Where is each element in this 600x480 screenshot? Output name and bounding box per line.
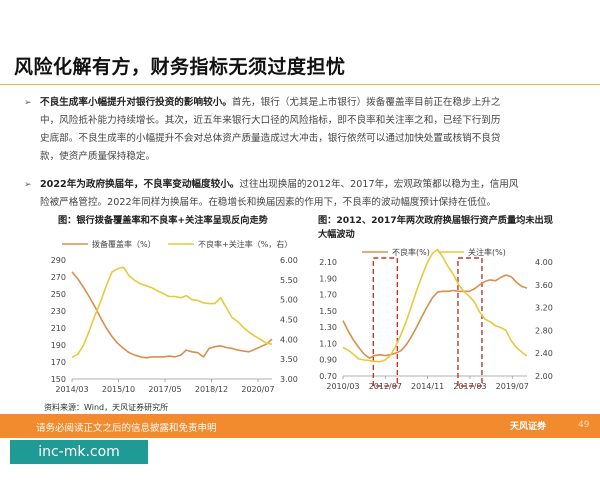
y-right-tick-label: 3.60 bbox=[535, 281, 553, 290]
x-tick-label: 2018/12 bbox=[195, 385, 228, 394]
highlight-box bbox=[457, 257, 483, 387]
y-right-tick-label: 2.00 bbox=[535, 372, 553, 381]
series-line-2 bbox=[71, 266, 273, 358]
bullet-paragraph-2: ➢ 2022年为政府换届年，不良率变动幅度较小。过往出现换届的2012年、201… bbox=[24, 176, 560, 212]
y-left-tick-label: 1.30 bbox=[319, 323, 337, 332]
y-right-tick-label: 4.00 bbox=[535, 258, 553, 267]
y-left-tick-label: 1.10 bbox=[319, 339, 337, 348]
y-right-tick-label: 2.40 bbox=[535, 349, 553, 358]
source-note: 资料来源：Wind，天风证券研究所 bbox=[44, 403, 169, 412]
watermark-badge: inc-mk.com bbox=[10, 440, 148, 464]
y-right-tick-label: 2.80 bbox=[535, 326, 553, 335]
y-right-tick-label: 3.20 bbox=[535, 304, 553, 313]
y-left-tick-label: 270 bbox=[51, 273, 66, 282]
x-tick-label: 2014/11 bbox=[411, 382, 444, 391]
legend-label: 拨备覆盖率（%） bbox=[92, 239, 156, 249]
footer-bar: 请务必阅读正文之后的信息披露和免责申明 天风证券 49 bbox=[0, 414, 600, 438]
legend-label: 关注率(%) bbox=[468, 247, 506, 257]
x-tick-label: 2015/10 bbox=[102, 385, 135, 394]
footer-disclaimer: 请务必阅读正文之后的信息披露和免责申明 bbox=[36, 423, 217, 434]
bullet-line: 过往出现换届的2012年、2017年，宏观政策都以稳为主，信用风 bbox=[239, 179, 519, 190]
x-tick-label: 2017/05 bbox=[148, 385, 181, 394]
chart-1: 150 170 190 210 230 250 270 290 3.00 3.50 4.00 4.50… bbox=[51, 239, 298, 394]
x-tick-label: 2010/03 bbox=[326, 382, 359, 391]
y-left-tick-label: 2.10 bbox=[319, 258, 337, 267]
legend-label: 不良率+关注率（%，右） bbox=[198, 239, 292, 249]
y-left-tick-label: 0.90 bbox=[319, 356, 337, 365]
y-right-tick-label: 4.00 bbox=[280, 335, 298, 344]
y-left-tick-label: 190 bbox=[51, 341, 66, 350]
bullet-line: 中，风险抵补能力持续增长。其次，近五年来银行大口径的风险指标，即不良率和关注率之… bbox=[40, 115, 501, 126]
arrow-bullet-icon: ➢ bbox=[24, 98, 32, 108]
y-left-tick-label: 0.70 bbox=[319, 372, 337, 381]
y-right-tick-label: 3.50 bbox=[280, 355, 298, 364]
y-left-tick-label: 150 bbox=[51, 375, 66, 384]
bullet-line: 首先，银行（尤其是上市银行）拨备覆盖率目前正在稳步上升之 bbox=[231, 97, 501, 108]
title-divider bbox=[0, 84, 600, 85]
page-number: 49 bbox=[578, 420, 590, 430]
series-line-2 bbox=[342, 248, 528, 363]
page-title: 风险化解有方，财务指标无须过度担忧 bbox=[14, 56, 346, 78]
y-left-tick-label: 1.50 bbox=[319, 307, 337, 316]
y-left-tick-label: 290 bbox=[51, 256, 66, 265]
y-right-tick-label: 4.50 bbox=[280, 316, 298, 325]
y-left-tick-label: 170 bbox=[51, 358, 66, 367]
bullet-lead: 不良生成率小幅提升对银行投资的影响较小。 bbox=[40, 97, 232, 108]
chart-1-title: 图：银行拨备覆盖率和不良率+关注率呈现反向走势 bbox=[58, 215, 268, 226]
bullet-paragraph-1: ➢ 不良生成率小幅提升对银行投资的影响较小。首先，银行（尤其是上市银行）拨备覆盖… bbox=[24, 94, 560, 166]
bullet-line: 史底部。不良生成率的小幅提升不会对总体资产质量造成过大冲击，银行依然可以通过加快… bbox=[40, 133, 501, 144]
x-tick-label: 2020/07 bbox=[241, 385, 274, 394]
y-right-tick-label: 3.00 bbox=[280, 375, 298, 384]
series-line-1 bbox=[342, 274, 528, 359]
y-left-tick-label: 1.70 bbox=[319, 291, 337, 300]
y-right-tick-label: 5.50 bbox=[280, 276, 298, 285]
arrow-bullet-icon: ➢ bbox=[24, 180, 32, 190]
bullet-line: 款，使资产质量保持稳定。 bbox=[40, 151, 156, 162]
y-left-tick-label: 230 bbox=[51, 307, 66, 316]
chart-2: 0.70 0.90 1.10 1.30 1.50 1.70 1.90 2.10 2.00 2.40… bbox=[319, 247, 553, 391]
y-left-tick-label: 250 bbox=[51, 290, 66, 299]
y-right-tick-label: 5.00 bbox=[280, 296, 298, 305]
legend-label: 不良率(%) bbox=[392, 247, 430, 257]
series-line-1 bbox=[71, 271, 273, 359]
highlight-box bbox=[372, 257, 399, 387]
y-right-tick-label: 6.00 bbox=[280, 256, 298, 265]
y-left-tick-label: 210 bbox=[51, 324, 66, 333]
bullet-line: 险被严格管控。2022年同样为换届年。在稳增长和换届因素的作用下，不良率的波动幅… bbox=[40, 197, 497, 208]
y-left-tick-label: 1.90 bbox=[319, 274, 337, 283]
brand-logo: 天风证券 bbox=[510, 422, 547, 432]
x-tick-label: 2019/07 bbox=[496, 382, 529, 391]
x-tick-label: 2014/03 bbox=[55, 385, 88, 394]
chart-2-title: 图：2012、2017年两次政府换届银行资产质量均未出现大幅波动 bbox=[318, 215, 553, 240]
bullet-lead: 2022年为政府换届年，不良率变动幅度较小。 bbox=[40, 179, 240, 190]
